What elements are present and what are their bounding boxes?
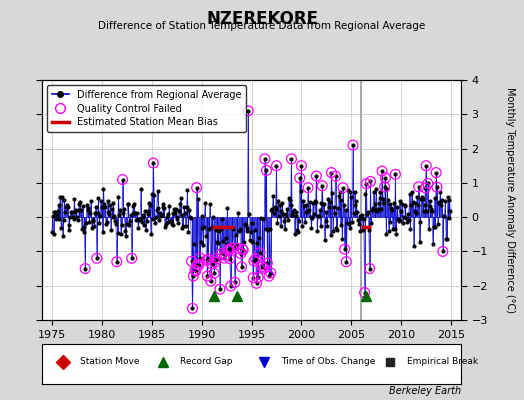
Point (93, 255, 101, 262)
Text: Record Gap: Record Gap (180, 358, 233, 366)
Point (238, 246, 247, 252)
Point (217, 250, 226, 257)
Point (113, 258, 121, 265)
Point (195, 262, 203, 268)
Point (224, 247, 233, 254)
Point (231, 279, 239, 286)
Point (206, 278, 215, 284)
Point (220, 255, 228, 261)
Point (191, 267, 199, 273)
Point (287, 156, 296, 162)
Point (366, 178, 375, 185)
Point (312, 173, 321, 179)
Point (272, 162, 281, 169)
Point (216, 286, 224, 292)
Point (211, 259, 219, 266)
Point (362, 180, 370, 187)
Point (381, 175, 390, 181)
Point (196, 255, 204, 261)
Point (257, 262, 266, 268)
Text: Station Move: Station Move (80, 358, 139, 366)
Point (349, 142, 357, 148)
Point (226, 283, 235, 289)
Point (237, 264, 246, 270)
Point (265, 273, 273, 279)
Point (236, 250, 245, 257)
Point (318, 182, 326, 189)
Point (256, 250, 264, 256)
Point (327, 169, 335, 176)
Point (365, 265, 374, 272)
Point (331, 173, 340, 180)
Point (414, 184, 423, 190)
Point (263, 167, 271, 174)
Point (202, 257, 211, 264)
Point (221, 252, 229, 258)
Point (203, 273, 212, 279)
Text: Time of Obs. Change: Time of Obs. Change (281, 358, 375, 366)
Point (260, 265, 268, 272)
Point (227, 245, 236, 251)
Point (208, 260, 216, 267)
Point (244, 108, 253, 114)
Point (253, 280, 261, 286)
Point (432, 169, 440, 176)
Point (361, 289, 369, 296)
Point (149, 160, 158, 166)
Point (192, 184, 201, 191)
Text: Empirical Break: Empirical Break (407, 358, 478, 366)
Point (118, 176, 127, 183)
Point (193, 262, 202, 268)
Point (81, 265, 90, 272)
Legend: Difference from Regional Average, Quality Control Failed, Estimated Station Mean: Difference from Regional Average, Qualit… (47, 85, 246, 132)
Point (421, 185, 430, 191)
Point (210, 270, 219, 276)
Point (378, 168, 386, 174)
Point (263, 260, 271, 266)
Point (226, 256, 234, 262)
Point (225, 246, 233, 253)
Point (304, 184, 312, 191)
Point (391, 171, 400, 178)
Point (189, 273, 198, 279)
Point (424, 180, 432, 187)
Point (258, 264, 267, 270)
Point (267, 270, 275, 276)
Point (249, 274, 257, 281)
Point (204, 256, 212, 262)
Point (380, 184, 389, 190)
Point (254, 274, 263, 280)
Point (439, 248, 447, 255)
Point (252, 256, 260, 262)
Point (250, 258, 258, 264)
Point (188, 258, 196, 264)
Point (339, 184, 347, 191)
Point (192, 268, 200, 274)
Text: Berkeley Earth: Berkeley Earth (389, 386, 461, 396)
Point (422, 162, 430, 169)
Point (260, 156, 269, 162)
Point (296, 175, 304, 181)
Point (239, 247, 247, 253)
Point (297, 162, 305, 169)
Point (212, 255, 221, 262)
Point (127, 255, 136, 262)
Point (233, 245, 242, 252)
Point (188, 305, 196, 312)
Point (341, 246, 349, 252)
Text: NZEREKORE: NZEREKORE (206, 10, 318, 28)
Text: Difference of Station Temperature Data from Regional Average: Difference of Station Temperature Data f… (99, 21, 425, 31)
Point (433, 184, 441, 190)
Point (342, 258, 351, 265)
Y-axis label: Monthly Temperature Anomaly Difference (°C): Monthly Temperature Anomaly Difference (… (505, 87, 515, 313)
